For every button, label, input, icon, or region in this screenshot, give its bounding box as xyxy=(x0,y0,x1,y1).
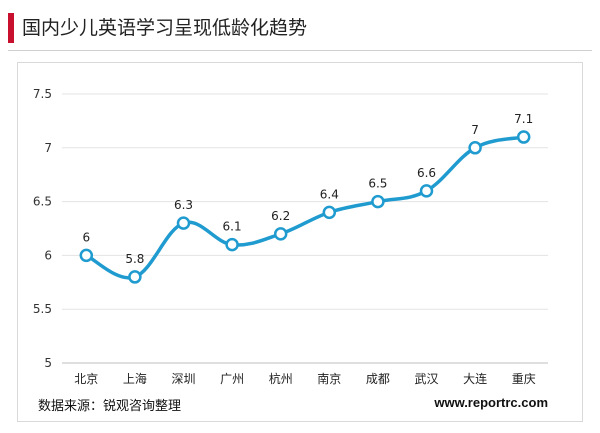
x-tick-label: 成都 xyxy=(366,372,390,386)
chart-panel xyxy=(17,62,583,422)
data-point xyxy=(225,237,239,252)
data-point xyxy=(516,130,531,144)
page-title: 国内少儿英语学习呈现低龄化趋势 xyxy=(22,17,308,39)
data-label: 5.8 xyxy=(125,252,144,266)
data-label: 6.5 xyxy=(368,177,387,191)
x-tick-label: 深圳 xyxy=(171,372,195,386)
y-tick-label: 7 xyxy=(44,141,52,155)
data-labels: 6 5.8 6.3 6.1 6.2 6.4 6.5 6.6 7 7.1 xyxy=(82,112,533,266)
x-tick-label: 重庆 xyxy=(512,372,536,386)
x-tick-label: 南京 xyxy=(317,371,341,386)
website-watermark: www.reportrc.com xyxy=(434,395,548,410)
data-point xyxy=(468,141,482,155)
x-axis: 北京 上海 深圳 广州 杭州 南京 成都 武汉 大连 重庆 xyxy=(74,371,535,386)
y-tick-label: 6.5 xyxy=(33,195,52,209)
data-label: 6.1 xyxy=(223,220,242,234)
data-point xyxy=(322,205,337,220)
series-line xyxy=(84,135,526,280)
data-label: 6.3 xyxy=(174,198,193,212)
y-tick-label: 7.5 xyxy=(33,87,52,101)
data-label: 7 xyxy=(471,123,479,137)
data-label: 6.2 xyxy=(271,209,290,223)
data-point xyxy=(419,184,434,198)
title-accent-bar xyxy=(8,13,14,43)
data-point xyxy=(176,216,191,230)
x-tick-label: 武汉 xyxy=(414,372,438,386)
x-tick-label: 北京 xyxy=(74,372,98,386)
source-note: 数据来源：锐观咨询整理 xyxy=(38,399,182,414)
y-axis: 5 5.5 6 6.5 7 7.5 xyxy=(33,87,548,370)
y-tick-label: 6 xyxy=(44,248,52,262)
y-tick-label: 5 xyxy=(44,356,52,370)
data-label: 6 xyxy=(82,230,90,244)
title-divider xyxy=(8,50,592,51)
data-label: 6.6 xyxy=(417,166,436,180)
y-tick-label: 5.5 xyxy=(33,302,52,316)
data-point xyxy=(371,194,385,209)
x-tick-label: 广州 xyxy=(220,372,244,386)
data-points xyxy=(79,130,531,284)
x-tick-label: 大连 xyxy=(463,371,487,386)
x-tick-label: 杭州 xyxy=(269,371,293,386)
data-point xyxy=(128,270,142,284)
x-tick-label: 上海 xyxy=(123,371,147,386)
data-point xyxy=(79,248,94,263)
gridlines xyxy=(62,93,548,310)
data-label: 7.1 xyxy=(514,112,533,126)
data-label: 6.4 xyxy=(320,187,339,201)
data-point xyxy=(273,227,288,241)
